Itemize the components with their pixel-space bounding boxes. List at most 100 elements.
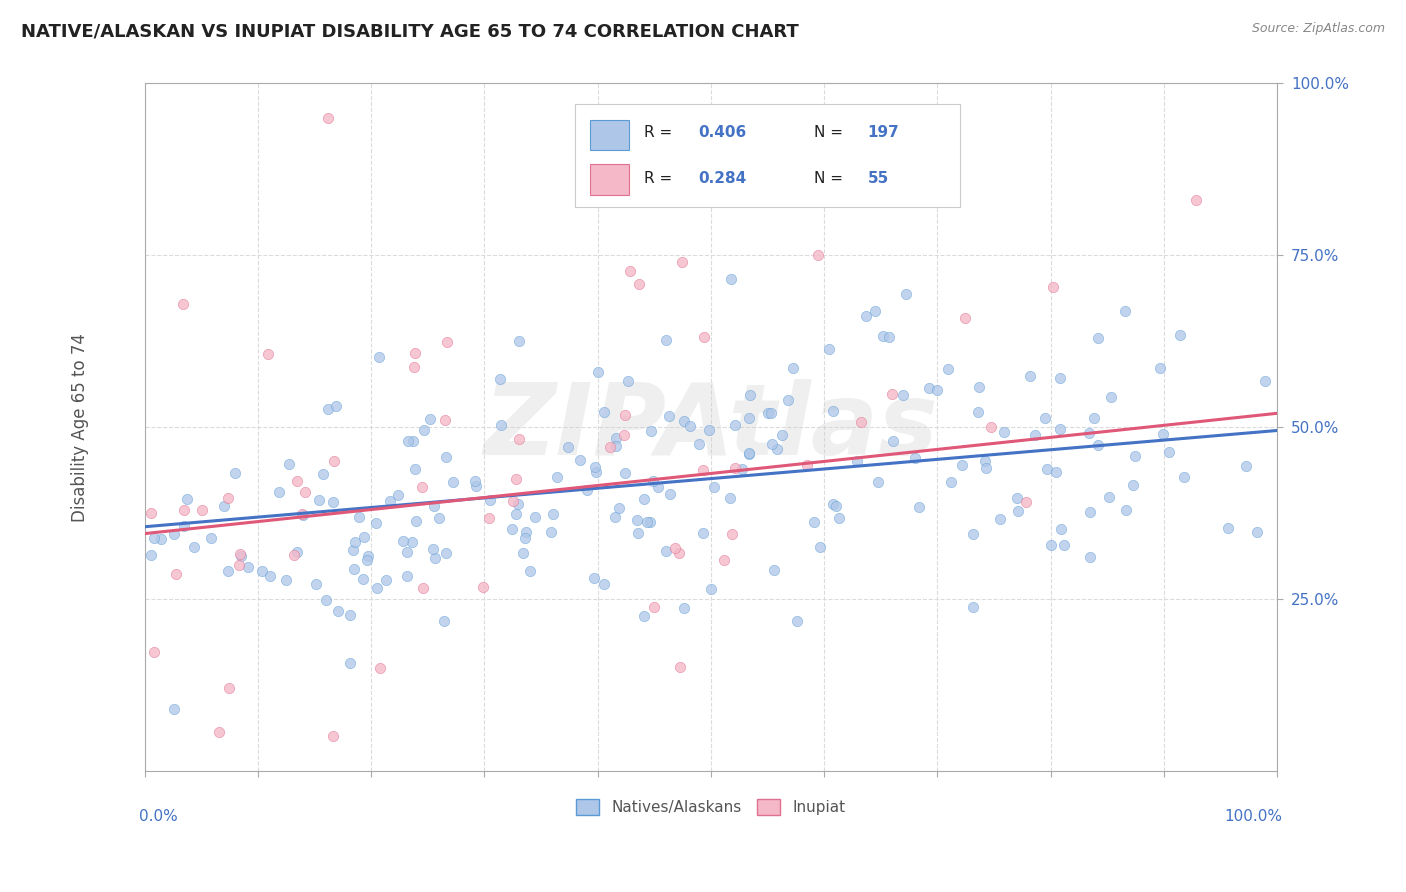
Point [896, 287, 918, 301]
Point [700, 582, 723, 596]
Point [678, 419, 700, 434]
Point [183, 540, 205, 554]
Point [173, 503, 195, 517]
Point [672, 601, 695, 615]
Point [294, 485, 316, 500]
Point [692, 525, 714, 540]
Point [316, 111, 339, 125]
Point [1050, 523, 1073, 537]
Point [464, 475, 486, 489]
Point [877, 329, 900, 343]
Point [828, 511, 851, 525]
Point [250, 564, 273, 578]
Point [291, 508, 314, 523]
Point [872, 328, 894, 343]
Point [918, 381, 941, 395]
Point [434, 450, 457, 465]
Point [505, 472, 527, 486]
Point [322, 495, 344, 509]
Point [1078, 550, 1101, 565]
Point [172, 297, 194, 311]
Point [472, 580, 495, 594]
Point [541, 508, 564, 522]
Point [208, 725, 231, 739]
Point [825, 500, 848, 514]
Point [776, 393, 799, 408]
Point [218, 681, 240, 695]
Point [502, 494, 524, 508]
Point [936, 362, 959, 376]
Point [165, 567, 187, 582]
Point [512, 546, 534, 560]
Point [619, 264, 641, 278]
Point [229, 549, 252, 563]
Point [413, 423, 436, 437]
Point [863, 304, 886, 318]
Point [962, 527, 984, 541]
Point [658, 409, 681, 423]
Point [392, 533, 415, 548]
Point [592, 577, 614, 591]
Point [401, 534, 423, 549]
Point [224, 466, 246, 480]
Point [342, 543, 364, 558]
Point [259, 569, 281, 583]
Point [962, 600, 984, 615]
Point [1114, 304, 1136, 318]
Point [1254, 374, 1277, 388]
Point [434, 546, 457, 560]
Point [1033, 411, 1056, 425]
Point [217, 491, 239, 505]
Point [427, 510, 450, 524]
Point [1042, 280, 1064, 294]
Point [291, 507, 314, 521]
Point [441, 475, 464, 489]
Point [868, 475, 890, 490]
Point [515, 525, 537, 540]
Point [614, 466, 637, 480]
Point [419, 411, 441, 425]
Point [142, 645, 165, 659]
Point [770, 428, 793, 442]
Point [1185, 193, 1208, 207]
Point [343, 534, 366, 549]
Point [766, 442, 789, 456]
Point [974, 454, 997, 468]
Point [664, 541, 686, 555]
Point [904, 450, 927, 465]
Point [738, 447, 761, 461]
Point [713, 553, 735, 567]
Point [433, 614, 456, 628]
Point [759, 406, 782, 420]
Point [356, 553, 378, 567]
Point [605, 431, 627, 445]
Point [692, 463, 714, 477]
Point [718, 491, 741, 506]
Point [1018, 368, 1040, 383]
Point [880, 387, 903, 401]
Point [738, 388, 761, 402]
Point [613, 428, 636, 442]
Point [967, 405, 990, 419]
Point [489, 418, 512, 433]
Point [163, 527, 186, 541]
Point [214, 500, 236, 514]
Point [1149, 361, 1171, 376]
Point [1168, 327, 1191, 342]
Point [311, 467, 333, 481]
Point [636, 515, 658, 529]
Point [236, 560, 259, 574]
Point [731, 462, 754, 476]
Point [162, 702, 184, 716]
Point [941, 475, 963, 489]
Point [603, 510, 626, 524]
Point [368, 661, 391, 675]
Point [322, 453, 344, 467]
Point [703, 479, 725, 493]
Point [671, 255, 693, 269]
Point [628, 277, 651, 292]
Point [508, 432, 530, 446]
Point [762, 563, 785, 577]
Point [139, 506, 162, 520]
Point [988, 512, 1011, 526]
